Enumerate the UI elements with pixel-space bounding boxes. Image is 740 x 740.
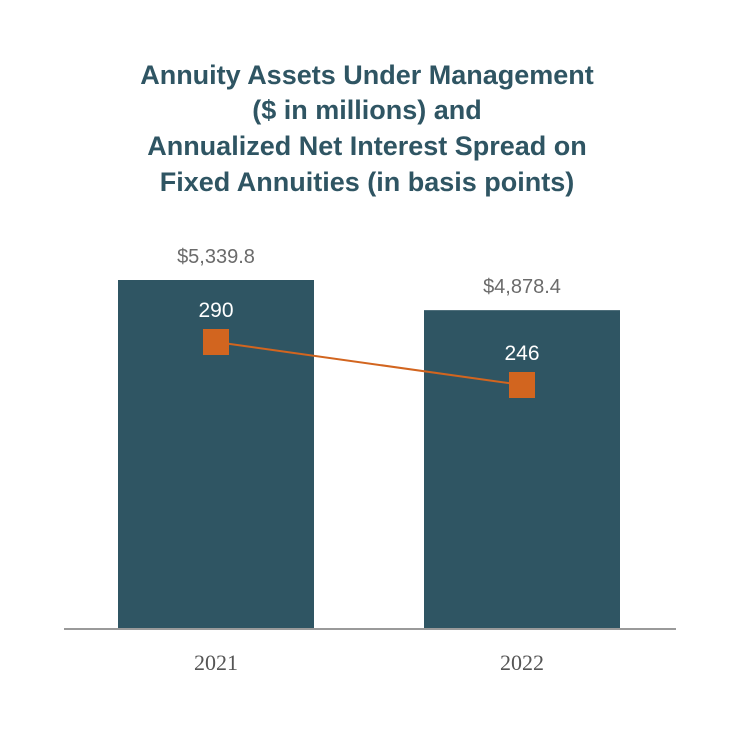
spread-point-marker (203, 329, 229, 355)
spread-point-label: 246 (504, 342, 539, 365)
bars (118, 280, 620, 629)
bar-value-labels: $5,339.8 $4,878.4 (177, 246, 561, 298)
bar (424, 310, 620, 629)
chart-title-line: ($ in millions) and (252, 95, 482, 125)
chart-title-line: Annuity Assets Under Management (140, 60, 594, 90)
x-tick-label: 2021 (194, 650, 238, 675)
chart-title: Annuity Assets Under Management ($ in mil… (140, 60, 594, 197)
spread-point-label: 290 (198, 299, 233, 322)
x-axis: 2021 2022 (64, 628, 676, 675)
bar-value-label: $4,878.4 (483, 276, 561, 298)
spread-point-marker (509, 372, 535, 398)
bar-value-label: $5,339.8 (177, 246, 255, 268)
spread-line (215, 341, 523, 386)
x-tick-label: 2022 (500, 650, 544, 675)
spread-line-series: 290 246 (198, 299, 540, 398)
chart-title-line: Annualized Net Interest Spread on (147, 131, 587, 161)
chart-title-line: Fixed Annuities (in basis points) (160, 167, 575, 197)
